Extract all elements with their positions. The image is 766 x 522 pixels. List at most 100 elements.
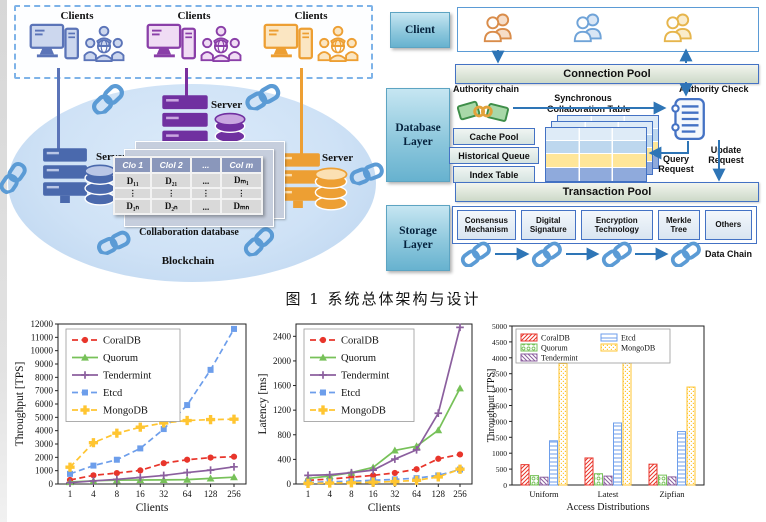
connector-line-blue <box>57 68 60 152</box>
svg-text:6000: 6000 <box>35 399 54 409</box>
svg-text:2000: 2000 <box>492 417 507 426</box>
svg-text:4: 4 <box>91 489 96 499</box>
svg-text:Throughput [TPS]: Throughput [TPS] <box>14 362 26 447</box>
svg-text:1: 1 <box>306 489 311 499</box>
blockchain-network-diagram: Clients Clients Clients <box>0 0 383 285</box>
others-box: Others <box>704 210 752 240</box>
svg-text:3000: 3000 <box>492 386 507 395</box>
svg-text:Uniform: Uniform <box>529 489 559 499</box>
latency-vs-clients-line-chart: 0 400 800 1200 1600 2000 2400 Clients Latency [m… <box>257 323 473 514</box>
svg-text:5000: 5000 <box>35 412 54 422</box>
user-group-icon <box>83 25 125 63</box>
data-chain-label: Data Chain <box>705 249 753 259</box>
svg-text:500: 500 <box>496 465 508 474</box>
transaction-pool-bar: Transaction Pool <box>455 182 759 202</box>
svg-text:400: 400 <box>278 454 292 464</box>
svg-text:32: 32 <box>390 489 399 499</box>
encryption-technology-box: Encryption Technology <box>580 210 653 240</box>
svg-text:1000: 1000 <box>492 449 507 458</box>
clients-label: Clients <box>294 10 328 22</box>
collaboration-database-table: Clo 1 Clol 2 ... Col m D₁₁ D₂₁ ... Dₘ₁ ⋮… <box>113 156 263 215</box>
svg-text:Zipfian: Zipfian <box>659 489 685 499</box>
svg-text:Tendermint: Tendermint <box>103 371 151 382</box>
column-header: Col m <box>221 158 261 172</box>
table-row: D₁ₙ D₂ₙ ... Dₘₙ <box>115 200 261 213</box>
svg-text:1500: 1500 <box>492 433 507 442</box>
server-label: Server <box>211 99 243 111</box>
query-request-label: Query Request <box>658 154 694 175</box>
svg-text:5000: 5000 <box>492 322 507 331</box>
svg-text:16: 16 <box>136 489 146 499</box>
svg-text:Tendermint: Tendermint <box>341 371 389 382</box>
svg-text:CoralDB: CoralDB <box>341 336 379 347</box>
connector-line-orange <box>300 68 303 160</box>
figure-caption: 图 1 系统总体架构与设计 <box>285 290 481 308</box>
client-layer-label: Client <box>390 12 450 48</box>
connector-line-purple <box>185 68 188 98</box>
svg-text:1200: 1200 <box>273 405 292 415</box>
table-row: D₁₁ D₂₁ ... Dₘ₁ <box>115 174 261 187</box>
svg-text:800: 800 <box>278 430 292 440</box>
svg-text:Clients: Clients <box>136 502 169 514</box>
merkle-tree-box: Merkle Tree <box>657 210 700 240</box>
table-row: ⋮ ⋮ ⋮ ⋮ <box>115 189 261 198</box>
svg-text:2000: 2000 <box>273 356 292 366</box>
server-label: Server <box>322 152 354 164</box>
svg-text:8: 8 <box>349 489 354 499</box>
chain-link-icon <box>244 81 283 113</box>
svg-text:1000: 1000 <box>35 466 54 476</box>
monitor-tower-icon <box>146 23 198 63</box>
svg-text:128: 128 <box>204 489 218 499</box>
user-group-icon <box>200 25 242 63</box>
svg-text:Quorum: Quorum <box>541 344 568 353</box>
flow-arrows <box>491 48 726 261</box>
svg-text:64: 64 <box>412 489 422 499</box>
consensus-mechanism-box: Consensus Mechanism <box>457 210 516 240</box>
database-layer-label: Database Layer <box>386 88 450 182</box>
storage-layer-label: Storage Layer <box>386 205 450 271</box>
digital-signature-box: Digital Signature <box>520 210 576 240</box>
svg-text:Latency [ms]: Latency [ms] <box>257 374 269 435</box>
svg-text:3000: 3000 <box>35 439 54 449</box>
collaboration-database-caption: Collaboration database <box>139 227 239 238</box>
historical-queue-box: Historical Queue <box>449 147 539 164</box>
svg-text:0: 0 <box>287 479 292 489</box>
layered-architecture-diagram: Client Database Layer Storage Layer Conn… <box>383 0 766 285</box>
connection-pool-bar: Connection Pool <box>455 64 759 84</box>
svg-text:12000: 12000 <box>31 319 54 329</box>
update-request-label: Update Request <box>708 145 744 166</box>
svg-text:256: 256 <box>453 489 467 499</box>
svg-text:0: 0 <box>503 481 507 490</box>
svg-text:4000: 4000 <box>35 426 54 436</box>
user-group-icon <box>317 25 359 63</box>
collaboration-table-layer <box>545 127 647 182</box>
throughput-vs-clients-line-chart: 0 1000 2000 3000 4000 5000 6000 7000 8000 9000 100… <box>14 319 247 514</box>
svg-text:64: 64 <box>183 489 193 499</box>
svg-text:4500: 4500 <box>492 338 507 347</box>
svg-text:10000: 10000 <box>31 346 54 356</box>
svg-text:Etcd: Etcd <box>103 388 123 399</box>
svg-text:MongoDB: MongoDB <box>341 406 386 417</box>
throughput-vs-distribution-bar-chart: 0 500 1000 1500 2000 2500 3000 3500 4000 4500 5000… <box>486 322 705 513</box>
svg-text:9000: 9000 <box>35 359 54 369</box>
svg-text:2500: 2500 <box>492 402 507 411</box>
synchronous-label: Synchronous <box>554 93 612 103</box>
column-header: ... <box>191 158 220 172</box>
svg-text:MongoDB: MongoDB <box>103 406 148 417</box>
svg-text:2400: 2400 <box>273 331 292 341</box>
svg-text:256: 256 <box>227 489 241 499</box>
monitor-tower-icon <box>29 23 81 63</box>
svg-text:11000: 11000 <box>31 332 54 342</box>
svg-text:1600: 1600 <box>273 381 292 391</box>
svg-text:MongoDB: MongoDB <box>621 344 655 353</box>
clients-label: Clients <box>177 10 211 22</box>
svg-text:Etcd: Etcd <box>621 334 636 343</box>
blockchain-label: Blockchain <box>161 255 215 267</box>
column-header: Clo 1 <box>115 158 151 172</box>
svg-text:8000: 8000 <box>35 372 54 382</box>
page-edge-shadow <box>0 0 7 522</box>
svg-text:4: 4 <box>327 489 332 499</box>
table-header-row: Clo 1 Clol 2 ... Col m <box>115 158 261 172</box>
svg-text:0: 0 <box>49 479 54 489</box>
client-group-blue: Clients <box>24 10 130 72</box>
